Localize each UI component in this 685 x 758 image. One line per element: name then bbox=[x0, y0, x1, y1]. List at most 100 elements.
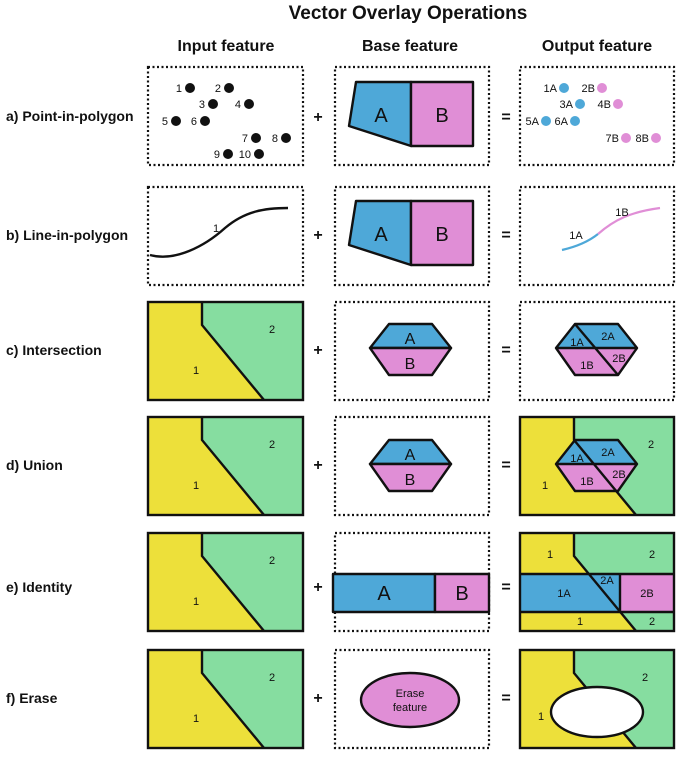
row-label-identity: e) Identity bbox=[6, 579, 72, 595]
piece-1a-label: 1A bbox=[557, 588, 571, 600]
row-c-base-hexagon: A B bbox=[333, 300, 491, 402]
line-label-a: 1A bbox=[569, 230, 583, 242]
equals-operator: = bbox=[501, 690, 510, 707]
output-frame bbox=[518, 415, 676, 517]
point-label: 6A bbox=[555, 116, 569, 128]
piece-1-top-label: 1 bbox=[547, 549, 553, 561]
point-marker bbox=[171, 116, 181, 126]
equals-operator: = bbox=[501, 109, 510, 126]
point-marker bbox=[254, 149, 264, 159]
bar-b-label: B bbox=[455, 583, 468, 605]
row-a-output-points: 1A 2B 3A 4B 5A 6A 7B 8B bbox=[518, 65, 676, 167]
polygon-b bbox=[409, 80, 475, 148]
point-marker bbox=[244, 99, 254, 109]
point-label: 8 bbox=[272, 133, 278, 145]
point-marker bbox=[541, 116, 551, 126]
point-label: 8B bbox=[636, 133, 649, 145]
point-label: 4B bbox=[598, 99, 611, 111]
row-c-input-zones: 1 2 bbox=[146, 300, 305, 402]
zone-boundary bbox=[574, 323, 619, 376]
point-marker bbox=[597, 83, 607, 93]
piece-2-top-label: 2 bbox=[649, 549, 655, 561]
column-header-base: Base feature bbox=[362, 38, 458, 55]
zone-1-label: 1 bbox=[193, 480, 199, 492]
point-label: 2B bbox=[582, 83, 595, 95]
row-label-line-in-polygon: b) Line-in-polygon bbox=[6, 227, 128, 243]
piece-2-bottom-label: 2 bbox=[649, 616, 655, 628]
polygon-b-label: B bbox=[435, 224, 448, 246]
zone-1-label: 1 bbox=[542, 480, 548, 492]
point-label: 10 bbox=[239, 149, 251, 161]
hex-bottom-b bbox=[368, 462, 453, 493]
piece-2a-label: 2A bbox=[600, 575, 614, 587]
zone-boundary bbox=[200, 650, 265, 749]
piece-2a-label: 2A bbox=[601, 447, 615, 459]
hex-bottom-b bbox=[368, 346, 453, 377]
hex-bottom bbox=[556, 348, 637, 375]
hex-a-label: A bbox=[405, 447, 416, 464]
point-marker bbox=[621, 133, 631, 143]
piece-2b-label: 2B bbox=[612, 469, 625, 481]
point-label: 7 bbox=[242, 133, 248, 145]
equals-operator: = bbox=[501, 457, 510, 474]
point-marker bbox=[208, 99, 218, 109]
base-frame bbox=[333, 300, 491, 402]
piece-2b-label: 2B bbox=[640, 588, 653, 600]
point-label: 1A bbox=[544, 83, 558, 95]
point-label: 6 bbox=[191, 116, 197, 128]
point-marker bbox=[651, 133, 661, 143]
erase-feature-label-line2: feature bbox=[393, 702, 427, 714]
input-frame bbox=[146, 415, 305, 517]
plus-operator: + bbox=[313, 579, 322, 596]
zone-1-label: 1 bbox=[193, 596, 199, 608]
output-frame bbox=[518, 185, 676, 287]
zone-1 bbox=[148, 533, 264, 631]
diagram-title: Vector Overlay Operations bbox=[289, 3, 528, 24]
bar-b-piece bbox=[620, 574, 674, 612]
base-frame bbox=[333, 65, 491, 167]
zone-2-label: 2 bbox=[269, 324, 275, 336]
row-b-output-line: 1A 1B bbox=[518, 185, 676, 287]
zone-2-label: 2 bbox=[269, 672, 275, 684]
point-marker bbox=[223, 149, 233, 159]
piece-2a-label: 2A bbox=[601, 331, 615, 343]
point-label: 7B bbox=[606, 133, 619, 145]
zone-1-label: 1 bbox=[538, 711, 544, 723]
hex-top bbox=[556, 324, 637, 348]
point-label: 3 bbox=[199, 99, 205, 111]
point-marker bbox=[575, 99, 585, 109]
plus-operator: + bbox=[313, 457, 322, 474]
row-d-base-hexagon: A B bbox=[333, 415, 491, 517]
hex-top bbox=[556, 440, 637, 464]
row-e-output-identity: 1 2 1A 2A 2B 1 2 bbox=[518, 531, 676, 633]
row-c-output-hexagon: 1A 2A 1B 2B bbox=[518, 300, 676, 402]
hex-a-label: A bbox=[405, 331, 416, 348]
point-marker bbox=[281, 133, 291, 143]
line-label-b: 1B bbox=[615, 207, 628, 219]
zone-2-label: 2 bbox=[648, 439, 654, 451]
base-frame bbox=[333, 185, 491, 287]
zone-boundary bbox=[572, 533, 637, 632]
row-e-input-zones: 1 2 bbox=[146, 531, 305, 633]
polygon-a-label: A bbox=[374, 224, 388, 246]
row-a-base-polygons: A B bbox=[333, 65, 491, 167]
zone-boundary bbox=[200, 302, 265, 401]
point-marker bbox=[185, 83, 195, 93]
equals-operator: = bbox=[501, 227, 510, 244]
output-frame bbox=[518, 531, 676, 633]
row-d-output-union: 1A 2A 1B 2B 1 2 bbox=[518, 415, 676, 517]
row-f-input-zones: 1 2 bbox=[146, 648, 305, 750]
base-frame bbox=[333, 648, 491, 750]
polygon-b-label: B bbox=[435, 105, 448, 127]
column-header-output: Output feature bbox=[542, 38, 652, 55]
point-marker bbox=[559, 83, 569, 93]
zone-1-label: 1 bbox=[193, 713, 199, 725]
point-marker bbox=[613, 99, 623, 109]
erase-feature-ellipse bbox=[359, 671, 461, 729]
equals-operator: = bbox=[501, 579, 510, 596]
point-marker bbox=[251, 133, 261, 143]
base-frame bbox=[333, 415, 491, 517]
row-f-output-erase: 1 2 bbox=[518, 648, 676, 750]
point-label: 2 bbox=[215, 83, 221, 95]
